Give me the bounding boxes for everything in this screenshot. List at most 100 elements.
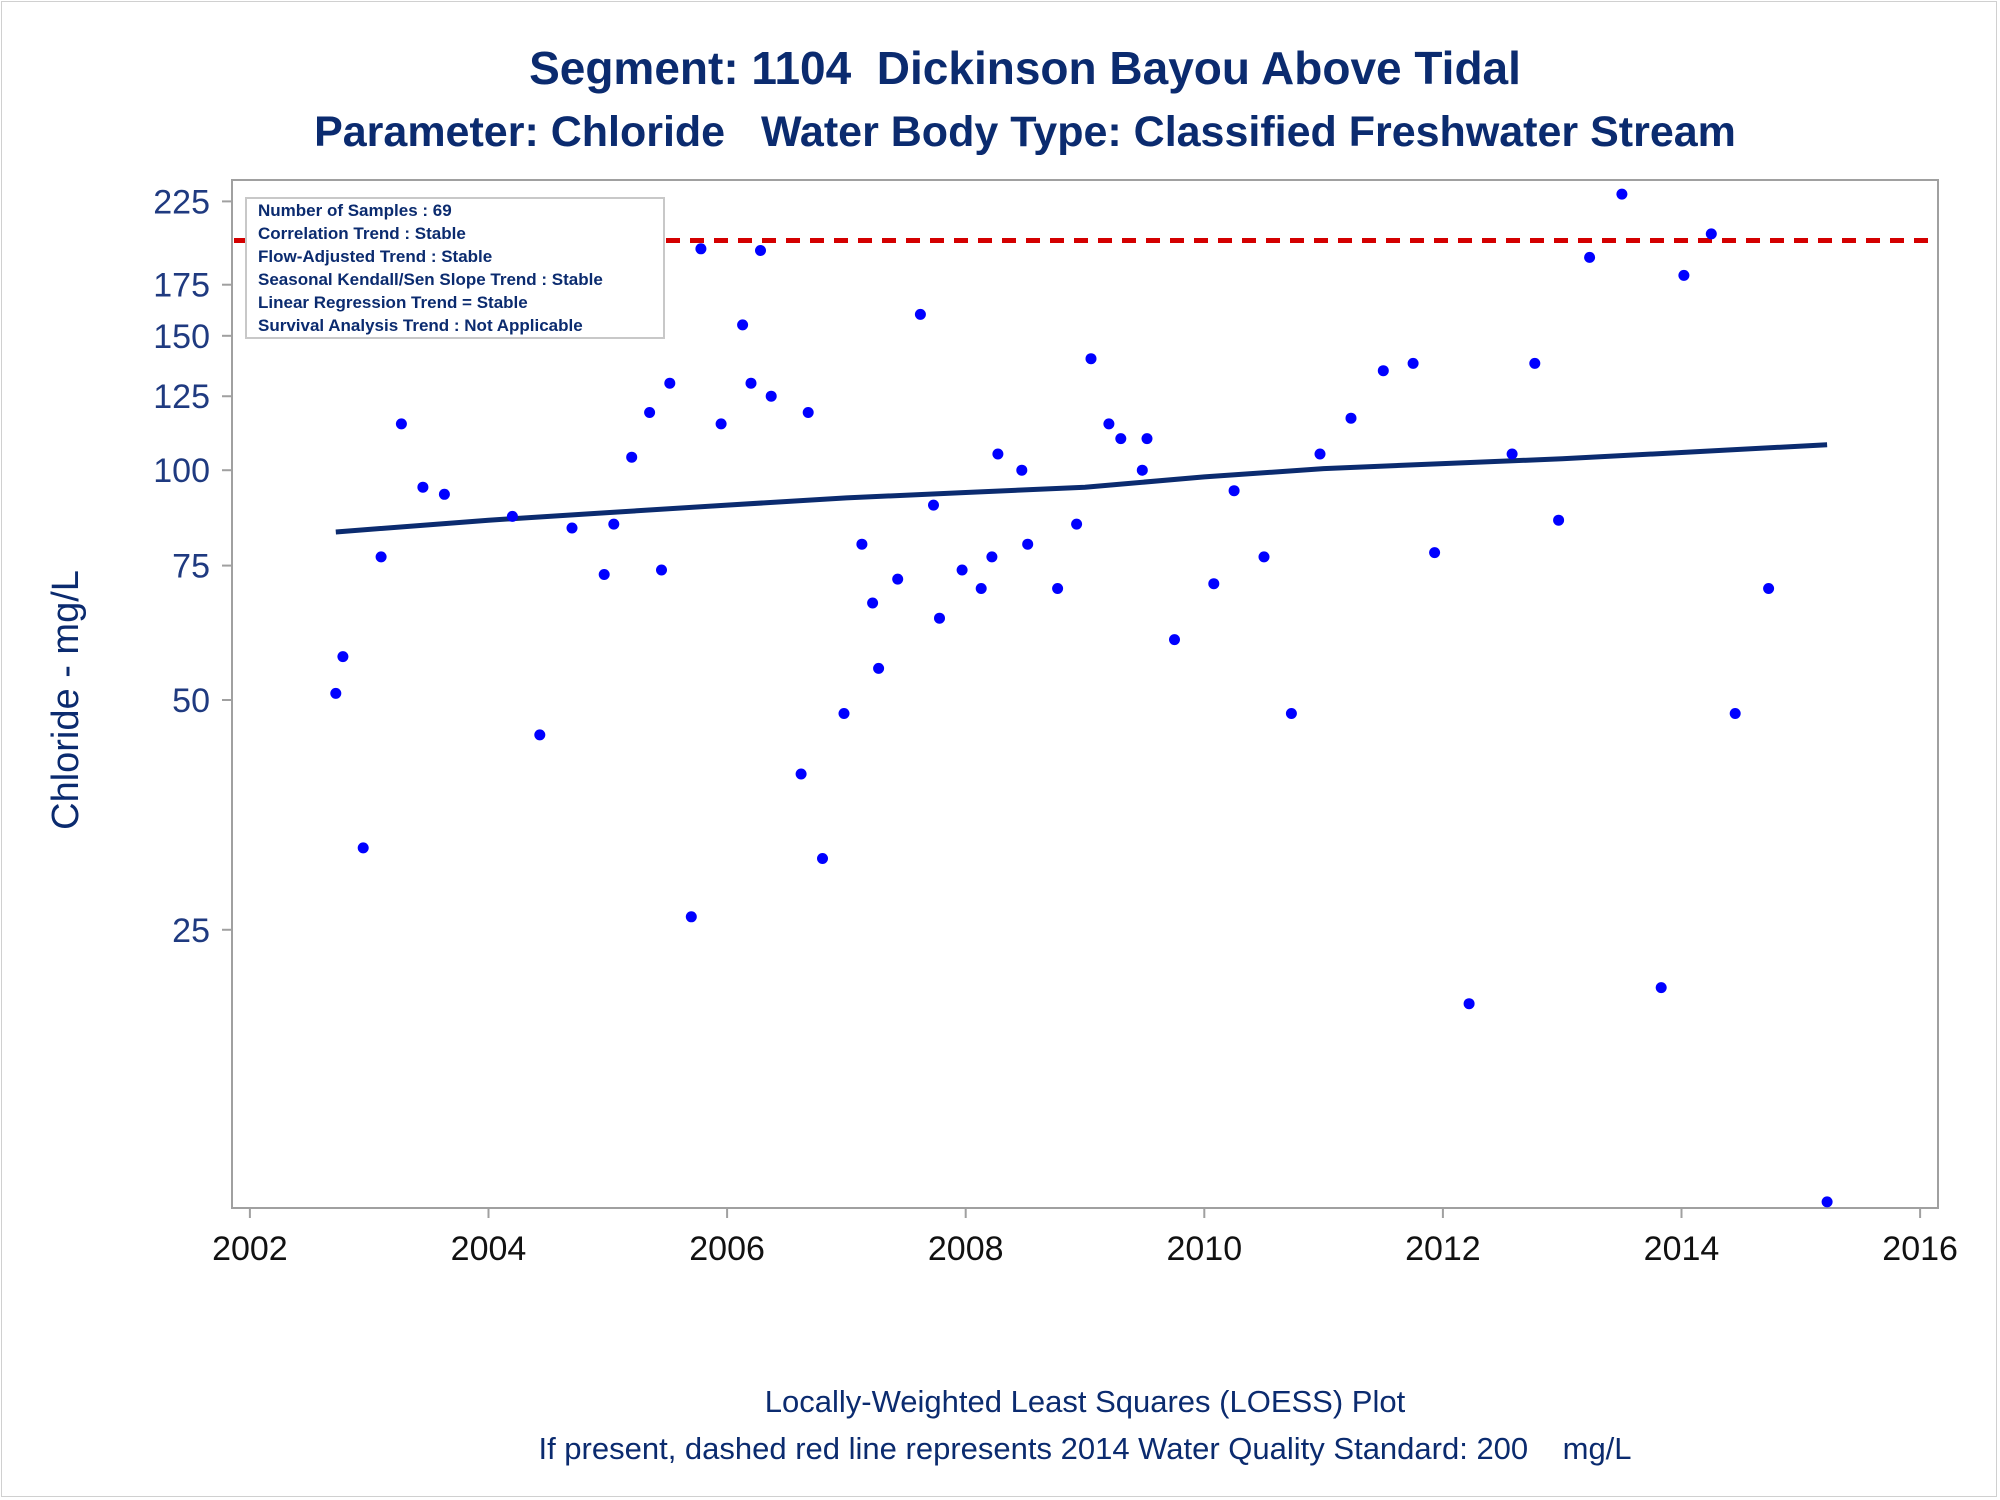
sample-point [1115,433,1127,445]
sample-point [737,319,749,331]
sample-point [375,551,387,563]
stat-correlation-trend: Correlation Trend : Stable [258,224,466,243]
loess-trend-line [335,442,1828,535]
sample-point [1705,228,1717,240]
x-tick-label: 2008 [928,1230,1004,1268]
sample-point [975,583,987,594]
sample-point [1377,365,1389,377]
x-tick-label: 2002 [212,1230,288,1268]
sample-point [817,853,828,864]
sample-point [357,842,369,854]
sample-point [656,564,667,576]
sample-point [1208,578,1220,590]
sample-point [330,687,342,699]
sample-point [626,451,638,463]
sample-point [1314,448,1326,460]
x-tick-label: 2004 [451,1230,527,1268]
stats-legend-box: Number of Samples : 69 Correlation Trend… [245,197,665,339]
y-tick-label: 150 [153,318,210,356]
x-axis: 2002 2004 2006 2008 2010 2012 2014 2016 [212,1208,1958,1268]
sample-point [1729,708,1741,719]
y-tick-label: 125 [153,378,210,416]
stat-sample-count: Number of Samples : 69 [258,201,452,220]
sample-point [1103,418,1115,430]
sample-point [795,768,807,780]
sample-point [986,551,998,563]
sample-point [534,729,546,741]
sample-point [644,407,656,418]
sample-point [873,662,885,674]
sample-point [755,245,766,256]
sample-point [1463,998,1475,1010]
sample-point [956,564,968,576]
sample-point [598,569,610,580]
y-tick-label: 25 [172,912,210,950]
sample-point [1345,412,1357,424]
y-axis-label: Chloride - mg/L [45,570,87,830]
plot-area-border [231,179,1939,1209]
footnote-plot-type: Locally-Weighted Least Squares (LOESS) P… [765,1384,1406,1419]
sample-point [1285,708,1297,719]
sample-point [1071,518,1083,530]
sample-point [1655,982,1667,994]
sample-point [1553,514,1565,526]
y-tick-label: 50 [172,682,210,720]
sample-point [928,499,939,511]
chart-subtitle: Parameter: Chloride Water Body Type: Cla… [314,108,1736,156]
sample-point [715,418,727,430]
y-tick-label: 225 [153,183,210,221]
sample-point [1821,1196,1833,1208]
stat-seasonal-kendall-trend: Seasonal Kendall/Sen Slope Trend : Stabl… [258,270,603,289]
sample-point [992,448,1004,460]
sample-point [1228,485,1240,497]
y-tick-label: 100 [153,452,210,490]
sample-point [506,510,518,522]
x-tick-label: 2016 [1882,1230,1958,1268]
sample-point [417,481,429,493]
sample-point [1616,188,1628,200]
sample-point [1529,357,1541,369]
y-tick-label: 175 [153,267,210,305]
sample-point [1141,433,1153,445]
legend-border [245,197,665,339]
sample-point [1506,448,1518,460]
sample-point [566,522,578,534]
sample-point [1052,583,1064,594]
sample-point [695,243,707,255]
sample-point [1136,464,1148,476]
sample-point [1022,538,1034,550]
sample-point [1407,357,1419,369]
sample-point [438,488,450,500]
sample-point [395,418,407,430]
sample-point [838,708,850,719]
sample-point [892,573,904,585]
x-tick-label: 2012 [1405,1230,1481,1268]
x-tick-label: 2014 [1644,1230,1720,1268]
sample-point [1584,251,1596,263]
sample-point [856,538,868,550]
sample-point [608,518,620,530]
sample-point [745,377,757,389]
sample-point [914,308,926,320]
sample-point [867,597,879,609]
stat-flow-adjusted-trend: Flow-Adjusted Trend : Stable [258,247,492,266]
sample-point [664,377,676,389]
sample-point [1169,634,1180,646]
sample-point [1678,269,1690,281]
sample-points [330,188,1833,1208]
sample-point [1085,353,1097,365]
sample-point [765,390,777,402]
y-tick-label: 75 [172,548,210,586]
sample-point [802,407,814,418]
sample-point [1429,547,1441,559]
x-tick-label: 2010 [1166,1230,1242,1268]
x-tick-label: 2006 [689,1230,765,1268]
y-axis: 25 50 75 100 125 150 175 225 [153,183,232,950]
sample-point [1016,464,1028,476]
sample-point [1258,551,1270,563]
sample-point [1763,583,1775,594]
stat-survival-analysis-trend: Survival Analysis Trend : Not Applicable [258,316,583,335]
sample-point [934,612,945,624]
